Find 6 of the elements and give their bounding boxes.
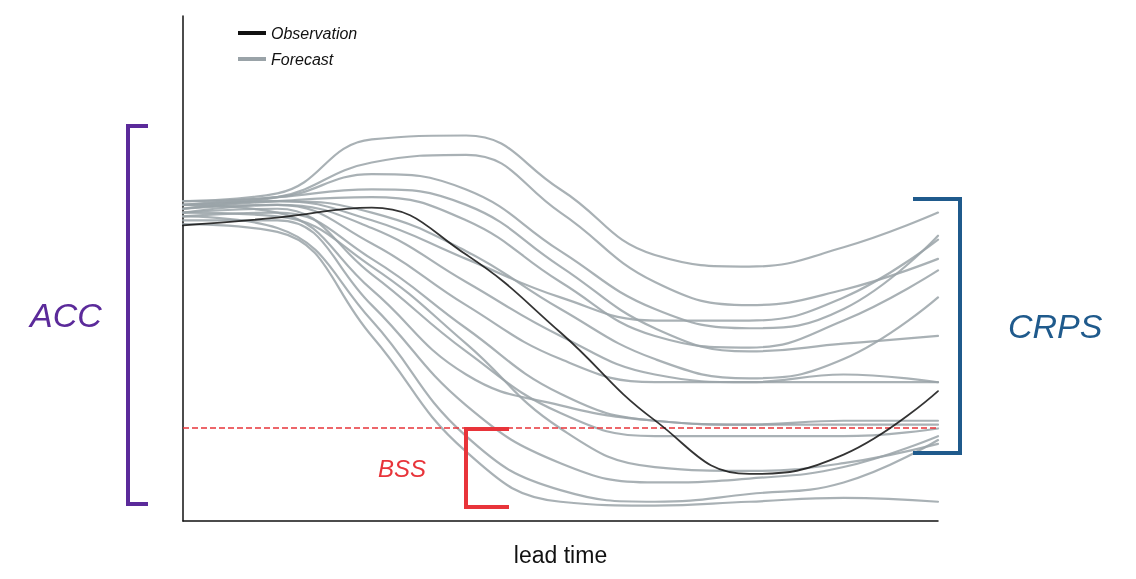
annotation: BSS	[378, 454, 427, 482]
x-axis-title: lead time	[513, 541, 608, 568]
legend-label: Observation	[271, 24, 358, 42]
text: ACC	[28, 295, 103, 334]
legend-label: Forecast	[271, 50, 334, 68]
text: CRPS	[1008, 307, 1103, 346]
